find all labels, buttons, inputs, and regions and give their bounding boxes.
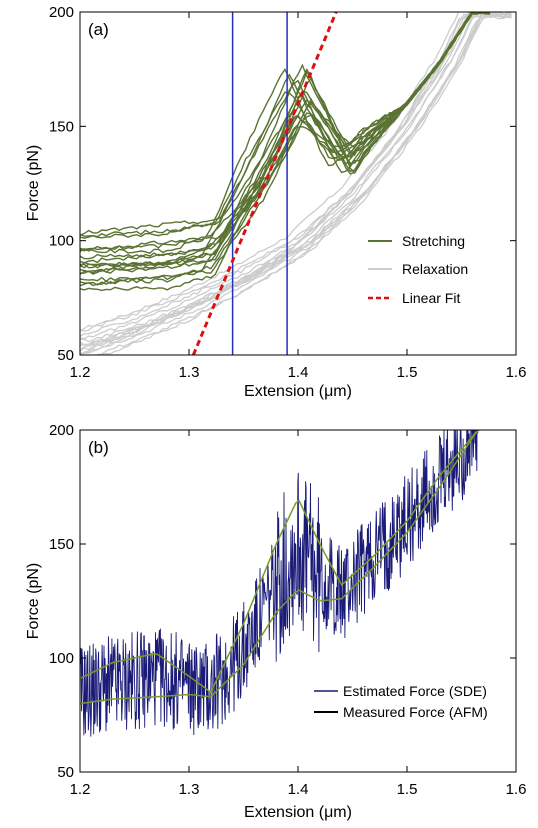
- panel-b-ytick-label: 200: [49, 422, 74, 439]
- panel-a-frame: [80, 12, 516, 355]
- panel-b-xlabel: Extension (μm): [244, 804, 352, 821]
- panel-a-xtick-label: 1.2: [70, 364, 91, 381]
- panel-a-ytick-label: 150: [49, 118, 74, 135]
- upper-envelope-curve: [80, 430, 480, 694]
- legend-afm-label: Measured Force (AFM): [343, 704, 488, 720]
- panel-a-ytick-label: 50: [57, 347, 74, 364]
- panel-b-ytick-label: 150: [49, 536, 74, 553]
- panel-a: 1.2 1.3 1.4 1.5 1.6 50 100 150 200 (a) Extension…: [25, 4, 526, 400]
- panel-b: 1.2 1.3 1.4 1.5 1.6 50 100 150 200 (b) Extension…: [25, 422, 526, 821]
- panel-b-ylabel: Force (pN): [25, 563, 42, 639]
- panel-b-ytick-label: 100: [49, 650, 74, 667]
- legend-relaxation-label: Relaxation: [402, 261, 468, 277]
- panel-a-label: (a): [88, 20, 109, 39]
- panel-b-legend: Estimated Force (SDE) Measured Force (AF…: [314, 683, 488, 720]
- panel-b-xtick-label: 1.6: [506, 781, 527, 798]
- panel-b-xtick-label: 1.4: [288, 781, 309, 798]
- relaxation-curve: [80, 12, 485, 343]
- relaxation-curve: [80, 12, 473, 332]
- panel-a-xtick-label: 1.4: [288, 364, 309, 381]
- lower-envelope-curve: [80, 430, 480, 705]
- panel-a-xlabel: Extension (μm): [244, 383, 352, 400]
- panel-a-legend: Stretching Relaxation Linear Fit: [368, 233, 468, 306]
- panel-b-plot-area: [80, 430, 480, 737]
- estimated-force-sde-trace: [80, 430, 479, 737]
- panel-b-ytick-label: 50: [57, 764, 74, 781]
- panel-a-xtick-label: 1.6: [506, 364, 527, 381]
- linear-fit-line: [191, 12, 338, 355]
- panel-a-plot-area: [80, 12, 512, 355]
- legend-linear-fit-label: Linear Fit: [402, 290, 460, 306]
- panel-a-ytick-label: 200: [49, 4, 74, 21]
- panel-b-xtick-label: 1.3: [179, 781, 200, 798]
- panel-a-xtick-label: 1.5: [397, 364, 418, 381]
- panel-b-label: (b): [88, 438, 109, 457]
- relaxation-curve: [80, 12, 460, 332]
- panel-b-xtick-label: 1.5: [397, 781, 418, 798]
- panel-a-xtick-label: 1.3: [179, 364, 200, 381]
- legend-sde-label: Estimated Force (SDE): [343, 683, 487, 699]
- panel-b-ticks: 1.2 1.3 1.4 1.5 1.6 50 100 150 200: [49, 422, 526, 798]
- panel-a-ticks: 1.2 1.3 1.4 1.5 1.6 50 100 150 200: [49, 4, 526, 381]
- legend-stretching-label: Stretching: [402, 233, 465, 249]
- panel-a-ytick-label: 100: [49, 233, 74, 250]
- panel-a-ylabel: Force (pN): [25, 145, 42, 221]
- relaxation-curve: [80, 12, 471, 337]
- panel-b-xtick-label: 1.2: [70, 781, 91, 798]
- relaxation-curve: [80, 14, 512, 355]
